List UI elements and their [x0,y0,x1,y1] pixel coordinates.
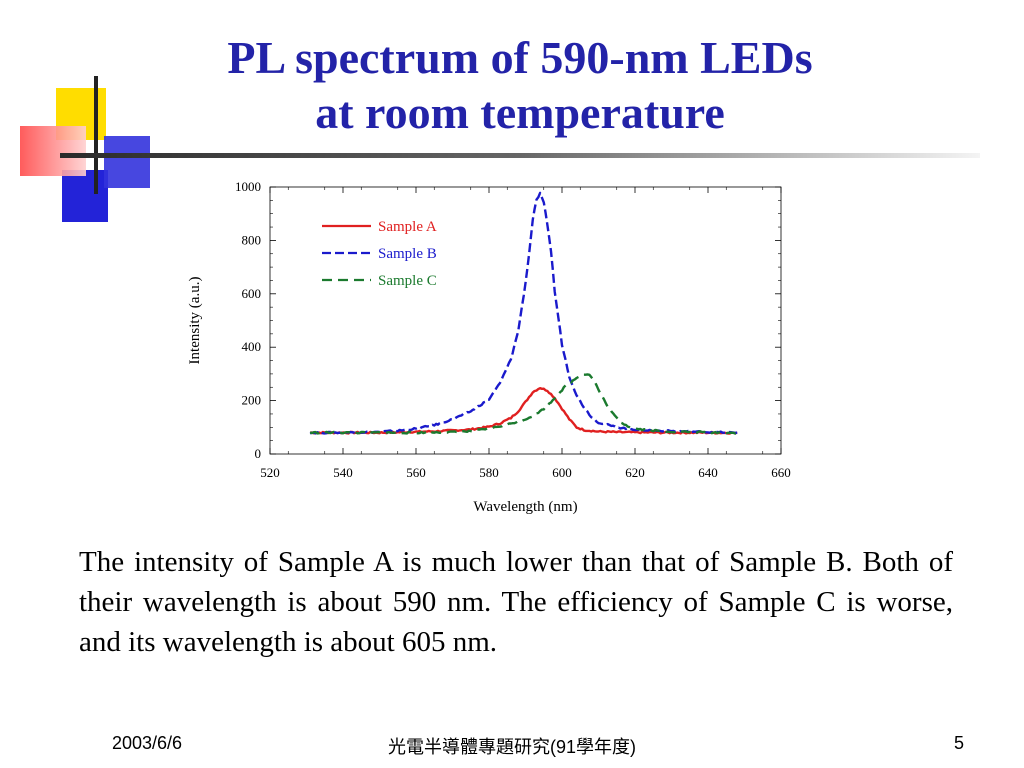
x-tick-label: 660 [771,465,791,480]
decorative-squares-logo [20,76,150,222]
series-line-sample-a [309,387,738,435]
body-paragraph: The intensity of Sample A is much lower … [79,546,953,658]
blue-square [62,170,108,222]
series-line-sample-b [309,191,738,435]
legend-label: Sample C [378,273,437,289]
legend-label: Sample A [378,219,437,235]
x-axis-label: Wavelength (nm) [473,499,577,515]
title-underline [60,153,980,158]
x-tick-label: 540 [333,465,353,480]
y-tick-label: 1000 [235,179,261,194]
x-tick-label: 620 [625,465,645,480]
x-tick-label: 520 [260,465,280,480]
y-tick-label: 800 [242,232,262,247]
x-tick-label: 580 [479,465,499,480]
title-line-1: PL spectrum of 590-nm LEDs [227,32,813,83]
x-tick-label: 560 [406,465,426,480]
y-axis-label: Intensity (a.u.) [187,277,203,365]
legend-label: Sample B [378,246,437,262]
y-tick-label: 0 [255,446,262,461]
title-line-2: at room temperature [315,87,725,138]
footer-page-number: 5 [953,733,964,753]
y-tick-label: 200 [242,393,262,408]
slide-title: PL spectrum of 590-nm LEDs at room tempe… [150,30,890,140]
y-tick-label: 600 [242,286,262,301]
red-square [20,126,86,176]
x-tick-label: 640 [698,465,718,480]
pl-spectrum-chart: 520 540 560 580 600 620 640 660 0 200 400 600 800 100… [187,179,791,515]
y-tick-label: 400 [242,339,262,354]
blue-small-square [104,136,150,188]
footer-date: 2003/6/6 [112,733,183,753]
series-line-sample-c [309,373,738,435]
vertical-line [94,76,98,194]
x-tick-label: 600 [552,465,572,480]
footer-course-title: 光電半導體專題研究(91學年度) [387,737,636,757]
